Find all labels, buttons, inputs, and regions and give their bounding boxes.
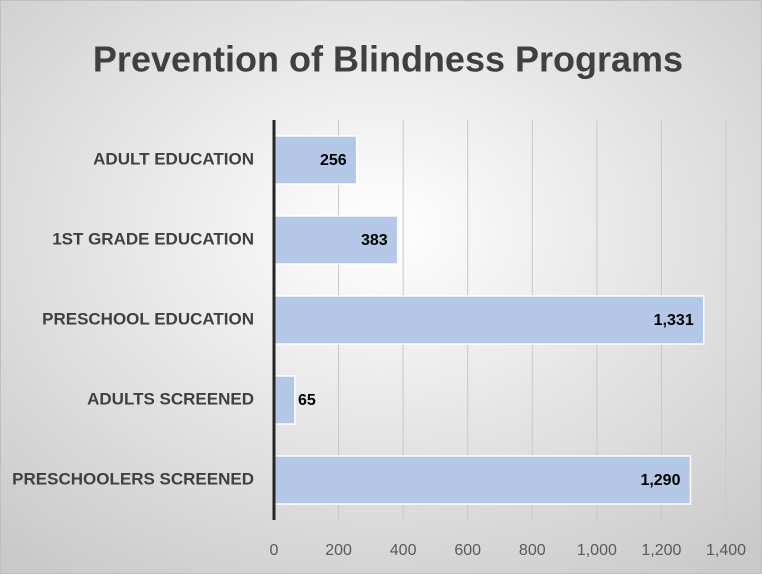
data-label: 1,331	[654, 312, 694, 329]
data-label: 383	[361, 232, 388, 249]
bar	[273, 375, 296, 425]
data-label: 1,290	[640, 472, 680, 489]
y-tick-label: PRESCHOOLERS SCREENED	[12, 469, 254, 488]
data-label: 65	[298, 392, 316, 409]
bar	[273, 135, 358, 185]
y-tick-label: ADULTS SCREENED	[87, 389, 254, 408]
x-tick-label: 600	[454, 542, 481, 559]
bar	[273, 295, 705, 345]
x-tick-label: 200	[325, 542, 352, 559]
bar	[273, 455, 692, 505]
bar	[273, 215, 399, 265]
y-tick-label: PRESCHOOL EDUCATION	[42, 309, 254, 328]
data-label: 256	[320, 152, 347, 169]
x-tick-label: 0	[270, 542, 279, 559]
x-tick-label: 1,000	[577, 542, 617, 559]
x-tick-label: 1,400	[706, 542, 746, 559]
chart-title: Prevention of Blindness Programs	[93, 39, 683, 80]
x-tick-label: 400	[390, 542, 417, 559]
x-tick-label: 800	[519, 542, 546, 559]
y-tick-label: ADULT EDUCATION	[93, 149, 254, 168]
y-tick-label: 1ST GRADE EDUCATION	[52, 229, 254, 248]
x-tick-label: 1,200	[641, 542, 681, 559]
